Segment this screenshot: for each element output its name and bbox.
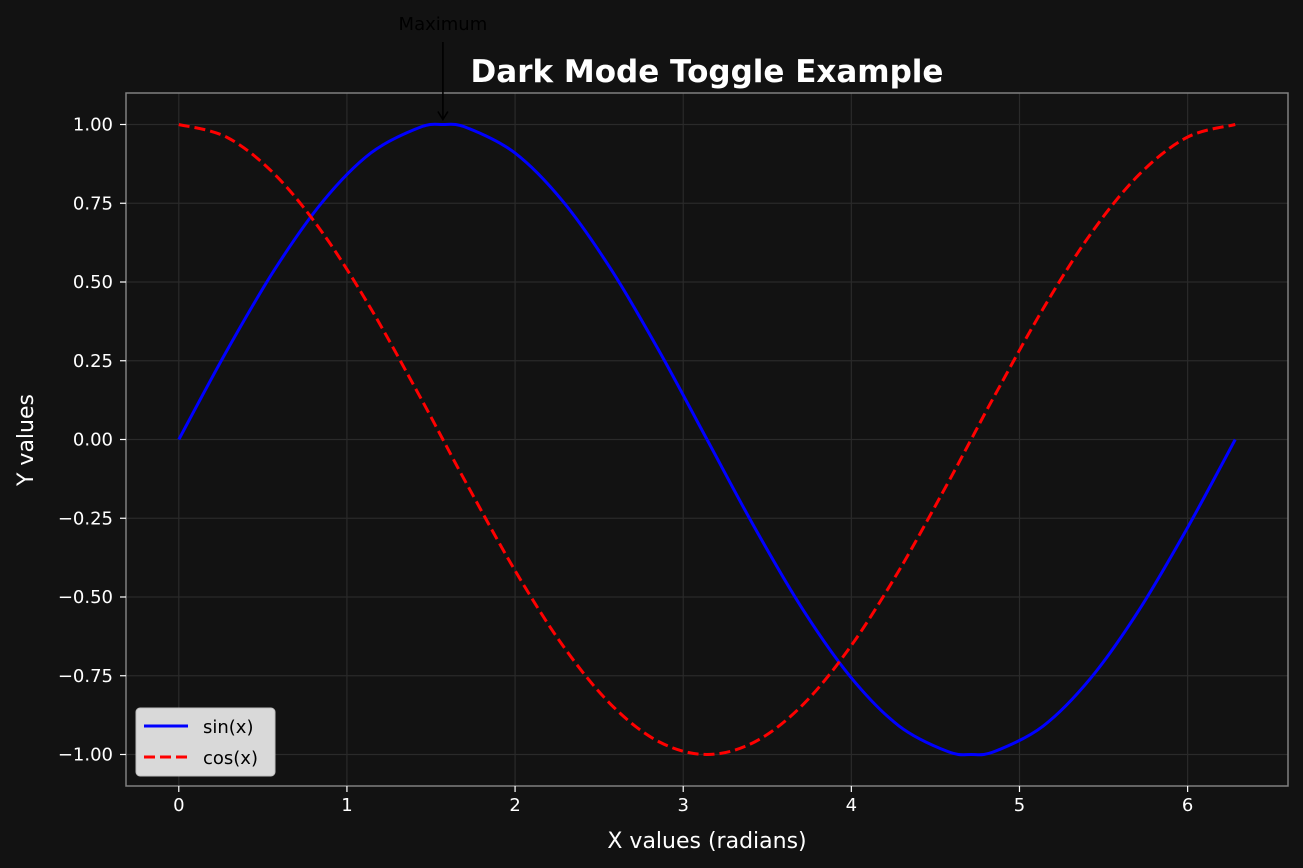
legend-label-sin: sin(x): [203, 717, 253, 738]
legend-label-cos: cos(x): [203, 748, 258, 769]
x-axis-label: X values (radians): [607, 829, 806, 854]
series-line-cos: [178, 123, 1236, 756]
x-tick-label: 4: [846, 795, 857, 816]
x-tick-label: 2: [509, 795, 520, 816]
y-tick-label: −0.25: [58, 508, 113, 529]
chart-title: Dark Mode Toggle Example: [471, 54, 944, 90]
annotation-arrowhead: [437, 111, 449, 122]
legend: sin(x) cos(x): [135, 707, 276, 777]
x-tick-label: 3: [677, 795, 688, 816]
x-tick-label: 5: [1014, 795, 1025, 816]
x-tick-label: 6: [1182, 795, 1193, 816]
y-tick-label: 0.25: [73, 351, 113, 372]
series-layer: [177, 122, 1237, 757]
annotation-layer: Maximum: [399, 14, 488, 122]
x-tick-label: 0: [173, 795, 184, 816]
y-tick-label: −0.50: [58, 587, 113, 608]
y-axis-label: Y values: [14, 394, 39, 487]
x-tick-label: 1: [341, 795, 352, 816]
series-line-sin: [177, 122, 1237, 757]
tick-layer: 0 1 2 3 4 5 6 1.00 0.75 0.50 0.25 0.00 −0.25 −0.50 −0.…: [58, 115, 1194, 817]
y-tick-label: 0.50: [73, 272, 113, 293]
y-tick-label: 0.75: [73, 193, 113, 214]
annotation-text: Maximum: [399, 14, 488, 35]
y-tick-label: 1.00: [73, 115, 113, 136]
y-tick-label: −1.00: [58, 745, 113, 766]
y-tick-label: −0.75: [58, 666, 113, 687]
y-tick-label: 0.00: [73, 430, 113, 451]
